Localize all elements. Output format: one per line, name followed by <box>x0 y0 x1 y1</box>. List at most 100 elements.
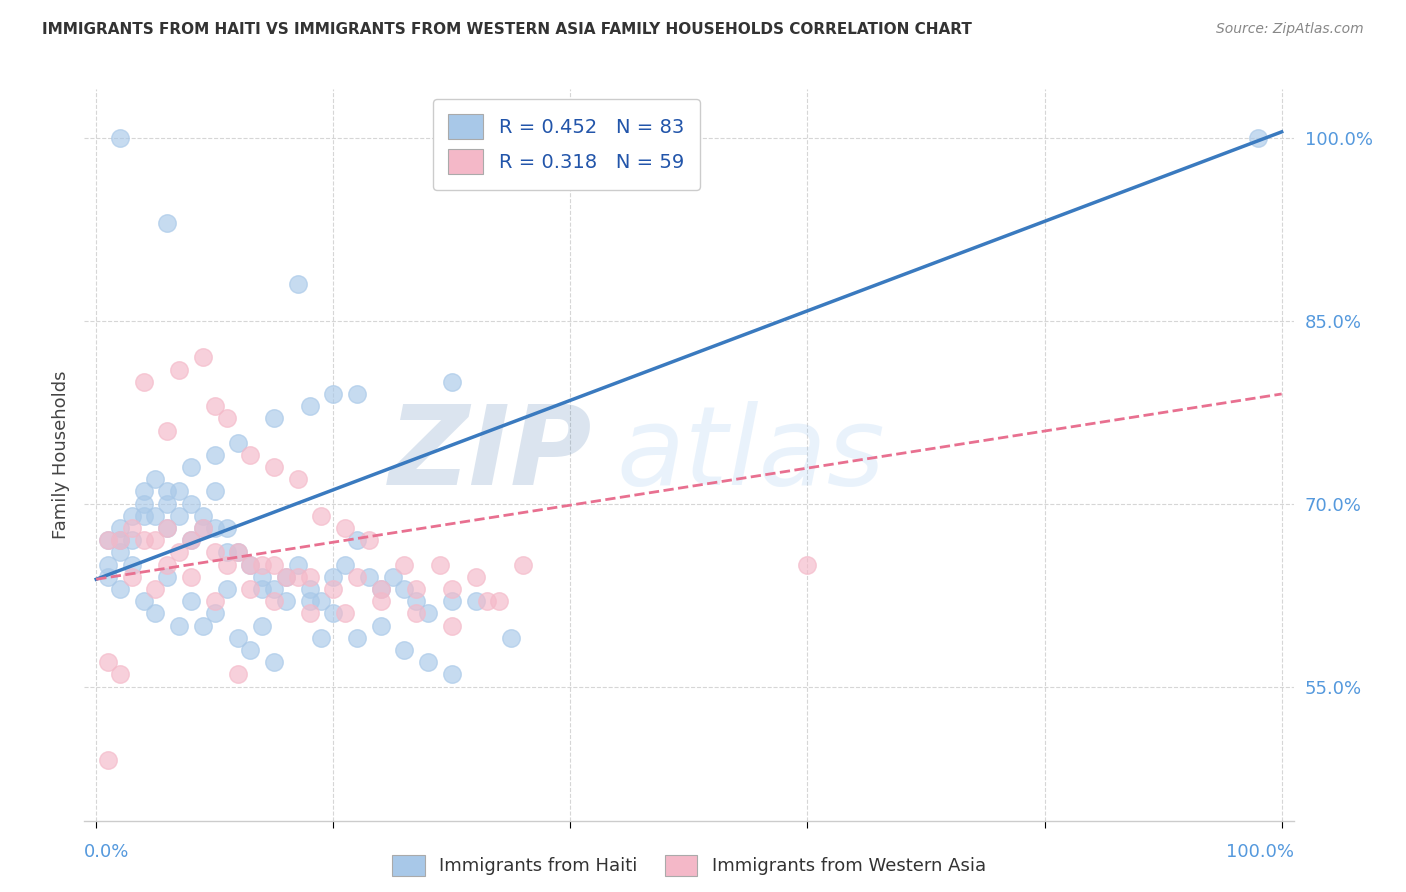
Point <box>156 497 179 511</box>
Point <box>215 411 238 425</box>
Point <box>167 508 190 523</box>
Point <box>204 521 226 535</box>
Point <box>215 558 238 572</box>
Point <box>121 508 143 523</box>
Point <box>228 435 250 450</box>
Point <box>1247 131 1270 145</box>
Point <box>346 533 368 548</box>
Point <box>477 594 499 608</box>
Point <box>121 570 143 584</box>
Point <box>418 655 440 669</box>
Point <box>263 655 285 669</box>
Point <box>429 558 451 572</box>
Point <box>394 582 416 596</box>
Point <box>796 558 818 572</box>
Point <box>204 448 226 462</box>
Point <box>322 570 344 584</box>
Point <box>204 594 226 608</box>
Point <box>405 607 427 621</box>
Point <box>250 618 273 632</box>
Point <box>370 594 392 608</box>
Point <box>145 582 167 596</box>
Point <box>346 631 368 645</box>
Point <box>287 570 309 584</box>
Point <box>97 570 120 584</box>
Text: 100.0%: 100.0% <box>1226 843 1294 861</box>
Point <box>121 558 143 572</box>
Point <box>156 484 179 499</box>
Point <box>512 558 534 572</box>
Point <box>132 484 155 499</box>
Point <box>440 667 463 681</box>
Point <box>204 607 226 621</box>
Point <box>357 533 380 548</box>
Point <box>145 472 167 486</box>
Point <box>405 582 427 596</box>
Point <box>228 545 250 559</box>
Point <box>488 594 510 608</box>
Point <box>298 570 321 584</box>
Point <box>167 484 190 499</box>
Text: 0.0%: 0.0% <box>84 843 129 861</box>
Point <box>204 484 226 499</box>
Point <box>215 545 238 559</box>
Text: IMMIGRANTS FROM HAITI VS IMMIGRANTS FROM WESTERN ASIA FAMILY HOUSEHOLDS CORRELAT: IMMIGRANTS FROM HAITI VS IMMIGRANTS FROM… <box>42 22 972 37</box>
Point <box>274 570 297 584</box>
Legend: R = 0.452   N = 83, R = 0.318   N = 59: R = 0.452 N = 83, R = 0.318 N = 59 <box>433 99 700 190</box>
Point <box>239 558 262 572</box>
Point <box>333 521 356 535</box>
Point <box>250 570 273 584</box>
Point <box>97 533 120 548</box>
Point <box>132 497 155 511</box>
Point <box>132 533 155 548</box>
Point <box>97 558 120 572</box>
Point <box>287 472 309 486</box>
Point <box>370 582 392 596</box>
Point <box>156 424 179 438</box>
Point <box>156 558 179 572</box>
Point <box>298 582 321 596</box>
Point <box>228 545 250 559</box>
Point <box>239 558 262 572</box>
Point <box>204 545 226 559</box>
Point <box>311 631 333 645</box>
Point <box>370 582 392 596</box>
Point <box>228 667 250 681</box>
Point <box>440 618 463 632</box>
Point <box>215 521 238 535</box>
Point <box>263 411 285 425</box>
Point <box>108 131 131 145</box>
Point <box>440 594 463 608</box>
Legend: Immigrants from Haiti, Immigrants from Western Asia: Immigrants from Haiti, Immigrants from W… <box>385 847 993 883</box>
Point <box>346 570 368 584</box>
Point <box>250 558 273 572</box>
Point <box>250 582 273 596</box>
Point <box>287 558 309 572</box>
Point <box>191 618 214 632</box>
Point <box>370 618 392 632</box>
Point <box>322 582 344 596</box>
Point <box>145 607 167 621</box>
Point <box>97 533 120 548</box>
Point <box>108 533 131 548</box>
Point <box>156 570 179 584</box>
Point <box>405 594 427 608</box>
Point <box>180 497 202 511</box>
Point <box>298 594 321 608</box>
Point <box>357 570 380 584</box>
Point <box>311 508 333 523</box>
Point <box>156 216 179 230</box>
Point <box>239 582 262 596</box>
Point <box>322 607 344 621</box>
Point <box>132 375 155 389</box>
Point <box>274 570 297 584</box>
Point <box>191 521 214 535</box>
Point <box>108 545 131 559</box>
Point <box>108 582 131 596</box>
Point <box>394 558 416 572</box>
Point <box>381 570 404 584</box>
Point <box>204 399 226 413</box>
Point <box>180 460 202 475</box>
Point <box>263 558 285 572</box>
Point <box>97 753 120 767</box>
